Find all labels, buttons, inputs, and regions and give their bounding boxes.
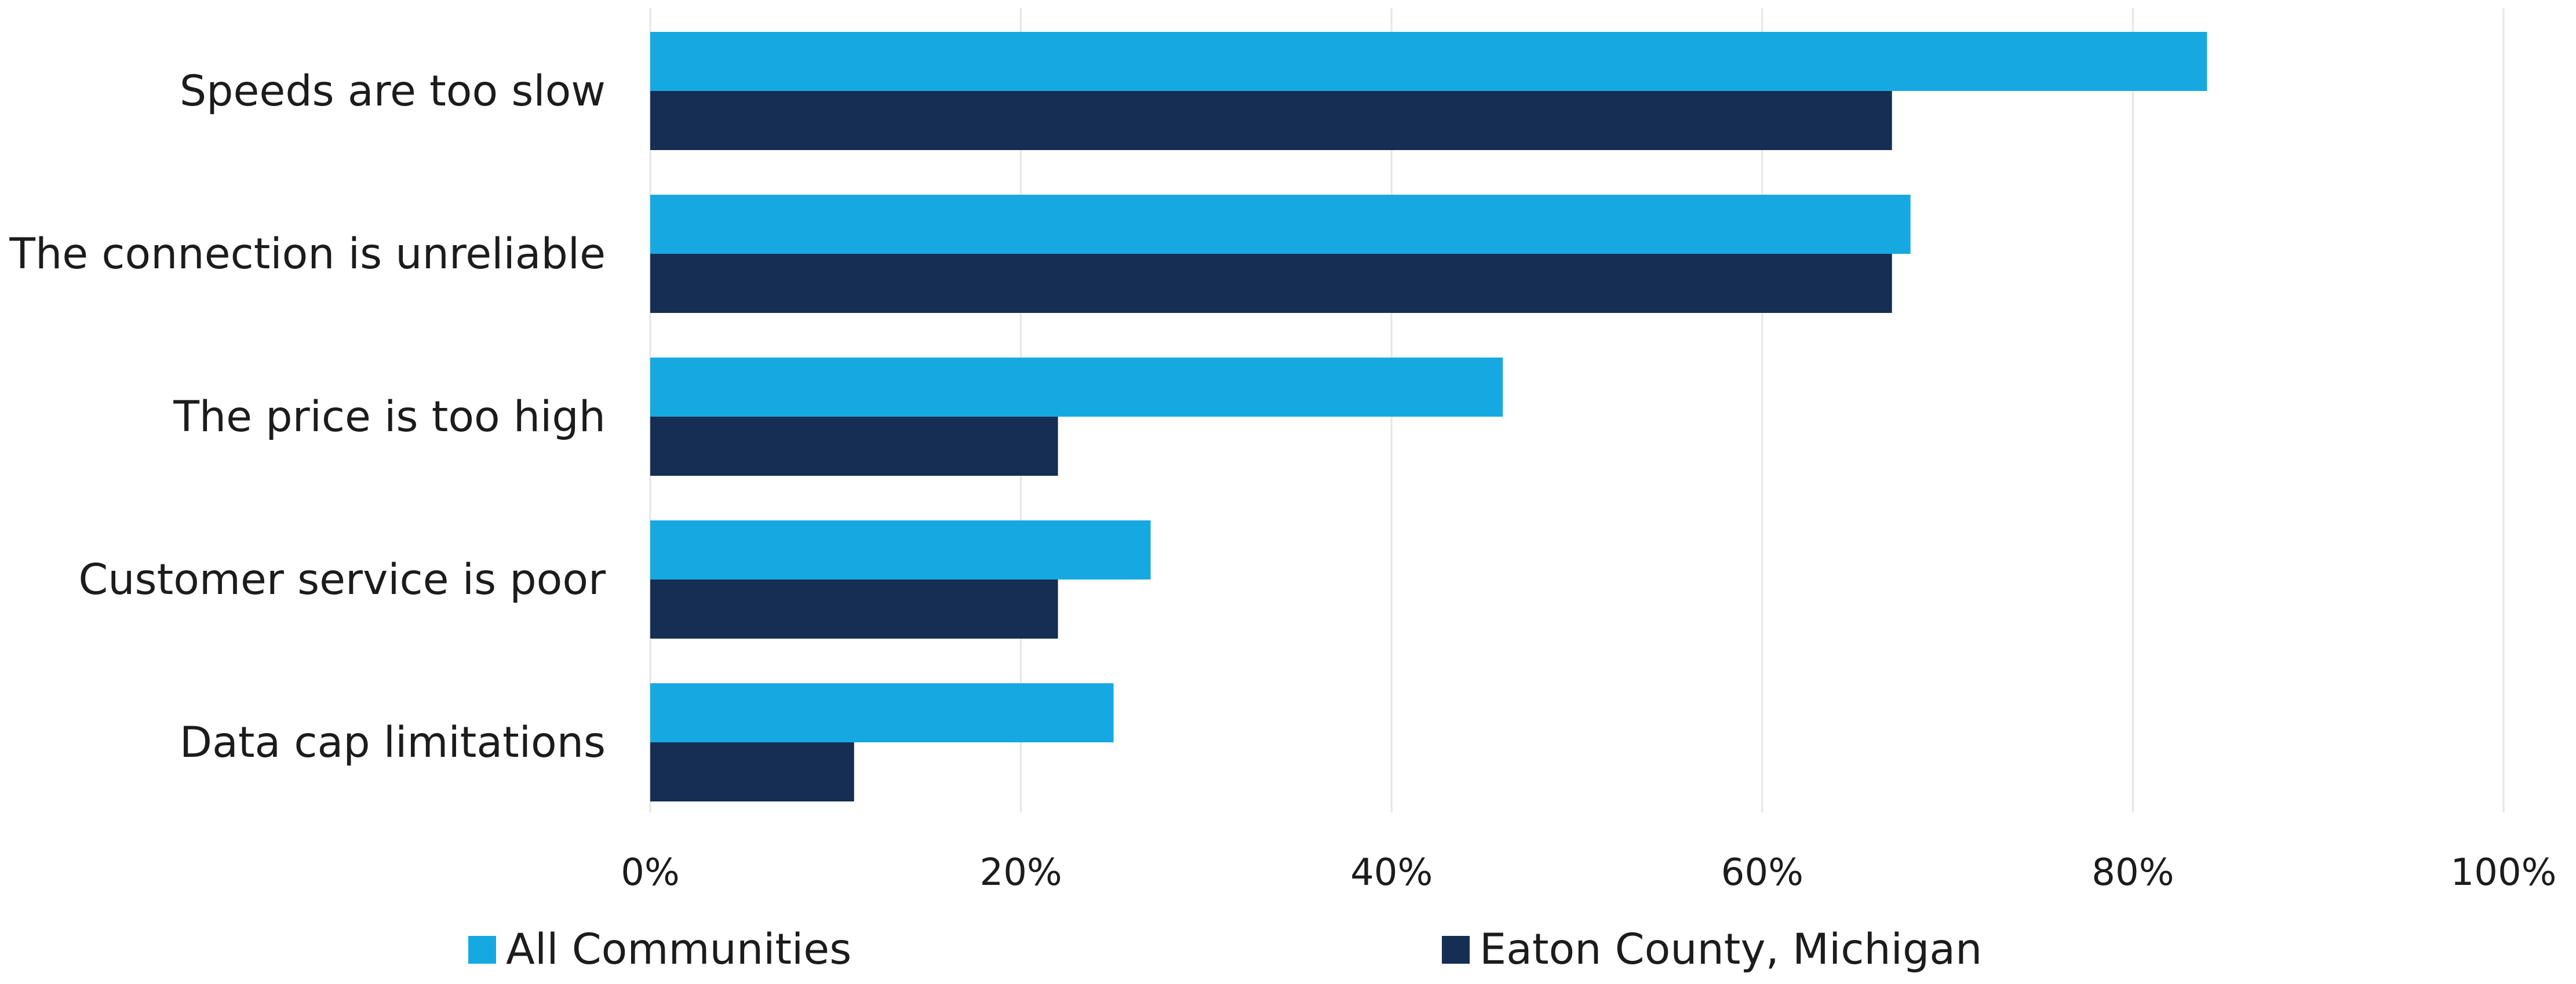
category-label: The price is too high: [173, 392, 606, 442]
x-tick-label: 20%: [979, 851, 1062, 894]
x-axis-tick-labels: 0% 20% 40% 60% 80% 100%: [621, 851, 2556, 894]
x-tick-label: 60%: [1721, 851, 1803, 894]
x-tick-label: 80%: [2092, 851, 2174, 894]
category-label: Speeds are too slow: [180, 67, 606, 116]
bar-eaton-county: [650, 580, 1058, 639]
legend-label: All Communities: [506, 925, 851, 974]
category-labels: Speeds are too slow The connection is unr…: [9, 67, 606, 767]
bar-all-communities: [650, 520, 1151, 580]
x-tick-label: 0%: [621, 851, 680, 894]
bar-eaton-county: [650, 91, 1892, 150]
category-label: Customer service is poor: [78, 555, 606, 604]
legend-swatch-eaton-county: [1442, 936, 1470, 964]
bar-eaton-county: [650, 742, 854, 801]
bar-all-communities: [650, 195, 1911, 254]
bar-eaton-county: [650, 417, 1058, 476]
bar-all-communities: [650, 358, 1503, 417]
x-tick-label: 100%: [2451, 851, 2557, 894]
category-label: The connection is unreliable: [9, 229, 606, 279]
legend-swatch-all-communities: [468, 936, 496, 964]
bar-all-communities: [650, 683, 1114, 742]
x-tick-label: 40%: [1350, 851, 1433, 894]
legend: All Communities Eaton County, Michigan: [468, 925, 1982, 974]
bars: [650, 32, 2207, 801]
legend-label: Eaton County, Michigan: [1480, 925, 1982, 974]
bar-eaton-county: [650, 254, 1892, 313]
category-label: Data cap limitations: [180, 718, 606, 767]
bar-all-communities: [650, 32, 2207, 91]
